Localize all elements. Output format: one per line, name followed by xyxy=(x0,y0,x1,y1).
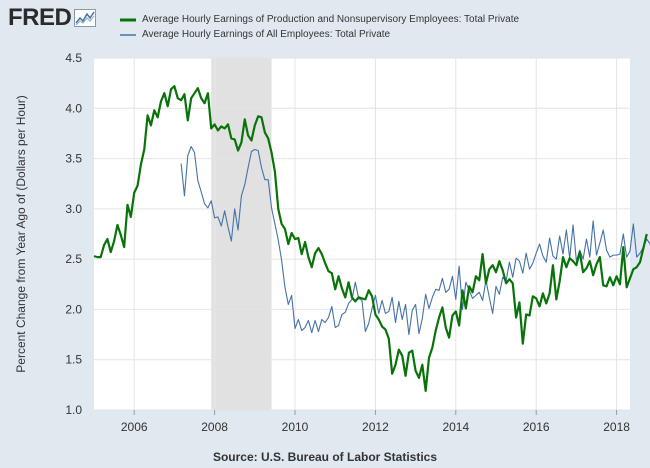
y-tick-label: 1.0 xyxy=(65,403,82,417)
line-chart-icon xyxy=(74,9,97,27)
plot-area xyxy=(94,58,630,410)
x-tick-label: 2012 xyxy=(362,420,389,434)
y-tick-label: 1.5 xyxy=(65,353,82,367)
recession-shade-0 xyxy=(211,58,272,410)
legend-item-production: Average Hourly Earnings of Production an… xyxy=(120,12,519,27)
x-tick-label: 2010 xyxy=(282,420,309,434)
y-tick-label: 2.0 xyxy=(65,302,82,316)
legend-label-production: Average Hourly Earnings of Production an… xyxy=(142,14,520,25)
fred-logo-text: FRED xyxy=(8,4,72,31)
x-tick-label: 2014 xyxy=(442,420,469,434)
x-tick-label: 2018 xyxy=(603,420,630,434)
legend-label-all: Average Hourly Earnings of All Employees… xyxy=(142,29,391,40)
grid-layer xyxy=(94,57,630,411)
y-tick-label: 2.5 xyxy=(65,252,82,266)
x-tick-label: 2016 xyxy=(523,420,550,434)
chart-header: FRED Average Hourly Earnings of Producti… xyxy=(0,0,650,50)
legend-item-all: Average Hourly Earnings of All Employees… xyxy=(120,27,519,42)
series-line-production xyxy=(93,85,648,392)
y-tick-label: 4.0 xyxy=(65,101,82,115)
legend: Average Hourly Earnings of Production an… xyxy=(120,12,519,42)
legend-swatch-production xyxy=(120,18,136,21)
series-layer xyxy=(93,85,650,392)
y-axis: 1.0 1.5 2.0 2.5 3.0 3.5 4.0 4.5 xyxy=(65,51,82,417)
x-axis: 2006 2008 2010 2012 2014 2016 2018 xyxy=(121,410,630,434)
series-line-all xyxy=(180,145,650,336)
y-axis-label: Percent Change from Year Ago of (Dollars… xyxy=(14,95,28,372)
x-tick-label: 2006 xyxy=(121,420,148,434)
legend-swatch-all xyxy=(120,33,136,36)
y-tick-label: 3.0 xyxy=(65,202,82,216)
recession-layer xyxy=(211,58,272,410)
y-tick-label: 4.5 xyxy=(65,51,82,65)
x-tick-label: 2008 xyxy=(201,420,228,434)
y-tick-label: 3.5 xyxy=(65,152,82,166)
fred-logo[interactable]: FRED xyxy=(8,4,97,31)
source-note: Source: U.S. Bureau of Labor Statistics xyxy=(212,450,438,464)
